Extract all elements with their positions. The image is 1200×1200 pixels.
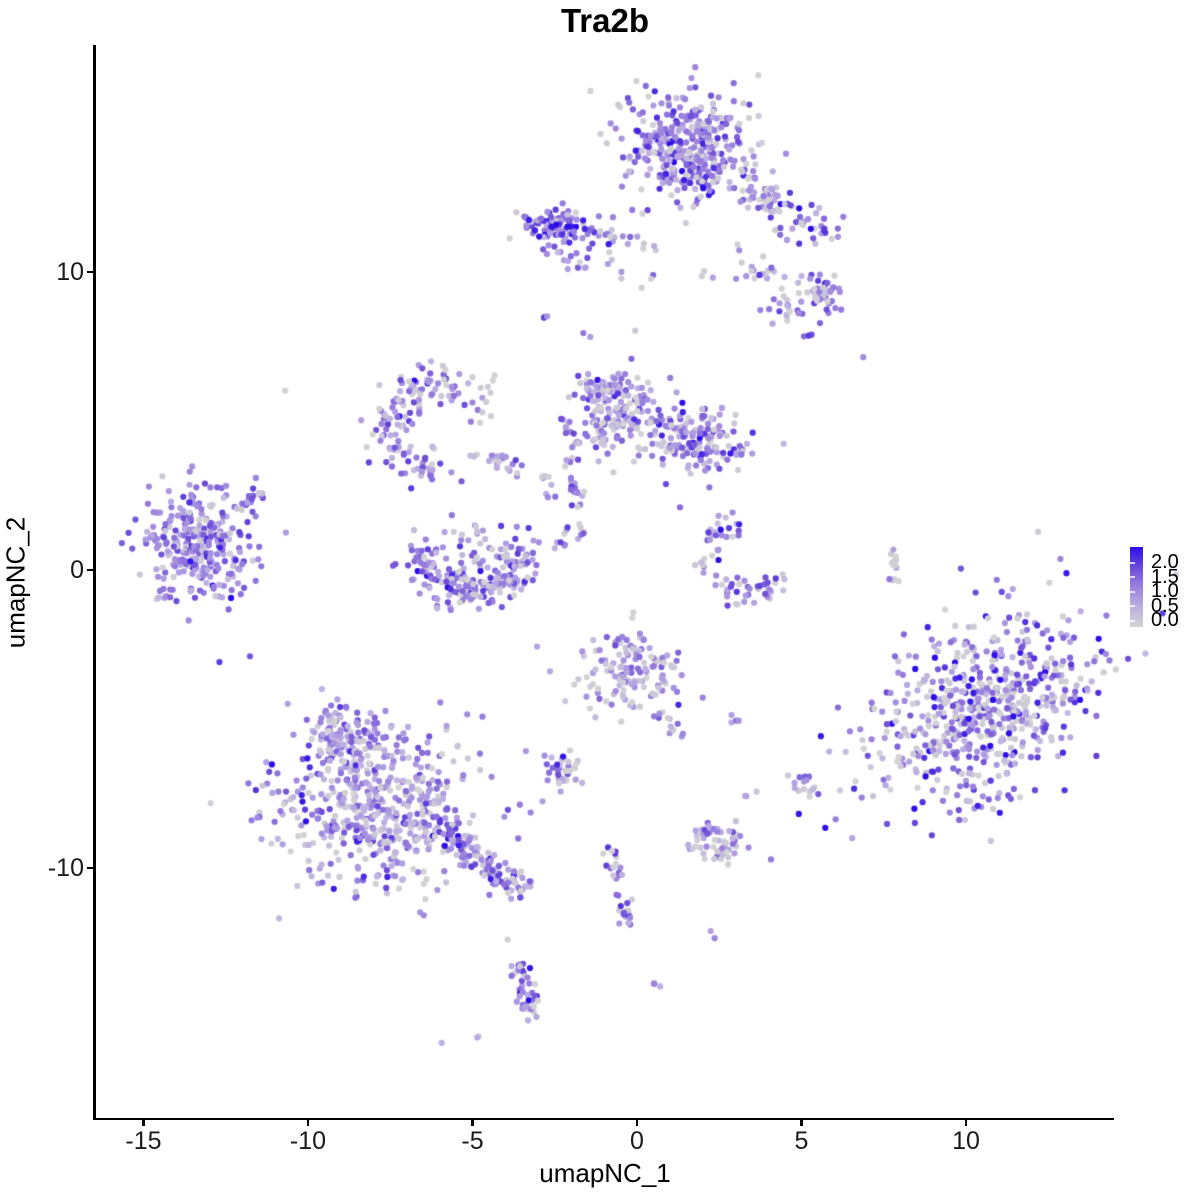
x-tick xyxy=(635,1118,639,1126)
legend-label: 0.0 xyxy=(1151,609,1179,631)
legend-tick xyxy=(1130,576,1135,578)
legend-gradient-bar xyxy=(1130,547,1143,627)
x-tick xyxy=(306,1118,310,1126)
x-tick xyxy=(964,1118,968,1126)
legend-tick xyxy=(1130,590,1135,593)
x-tick-label: -15 xyxy=(125,1127,162,1155)
legend-label: 1.0 xyxy=(1151,580,1179,602)
legend-tick xyxy=(1130,561,1135,564)
legend-tick xyxy=(1130,605,1135,607)
y-tick-label: -10 xyxy=(47,854,84,882)
y-tick-label: 10 xyxy=(56,258,84,286)
x-tick xyxy=(471,1118,474,1126)
x-tick-label: 5 xyxy=(794,1127,809,1155)
legend-label: 1.5 xyxy=(1151,565,1179,588)
y-tick xyxy=(87,270,95,274)
y-tick xyxy=(87,568,95,572)
x-axis-line xyxy=(93,1117,1114,1120)
y-tick xyxy=(87,866,95,870)
legend-label: 2.0 xyxy=(1151,551,1179,573)
x-tick-label: 0 xyxy=(630,1127,644,1155)
x-tick xyxy=(142,1118,145,1126)
y-tick-label: 0 xyxy=(70,556,84,584)
x-tick-label: 10 xyxy=(952,1127,980,1155)
x-tick-label: -5 xyxy=(461,1127,484,1155)
y-axis-line xyxy=(93,45,96,1120)
x-tick-label: -10 xyxy=(289,1127,327,1155)
legend-label: 0.5 xyxy=(1151,594,1179,617)
y-axis-title: umapNC_2 xyxy=(0,516,31,649)
x-tick xyxy=(800,1118,803,1126)
legend-tick xyxy=(1130,619,1135,622)
x-axis-title: umapNC_1 xyxy=(539,1158,671,1188)
